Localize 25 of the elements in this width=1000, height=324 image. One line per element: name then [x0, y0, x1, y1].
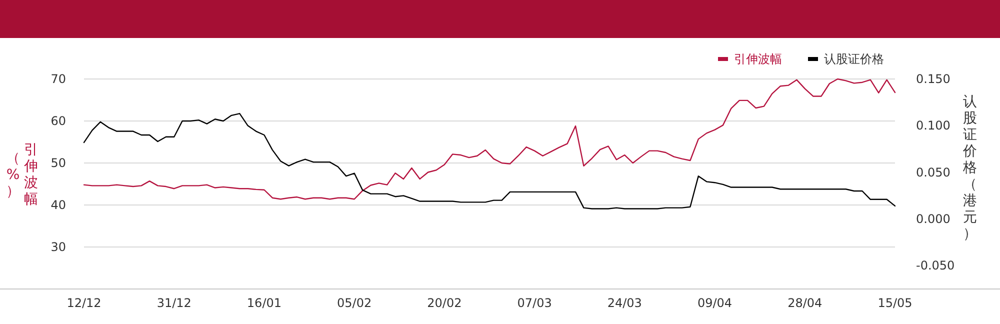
x-tick-label: 24/03	[607, 296, 642, 310]
y-tick-label: 30	[50, 240, 66, 254]
x-tick-label: 07/03	[517, 296, 552, 310]
y-tick-label: 40	[50, 198, 66, 212]
y-tick-label: 60	[50, 114, 66, 128]
x-tick-label: 31/12	[156, 296, 192, 310]
x-tick-label: 15/05	[878, 296, 912, 310]
x-tick-label: 09/04	[697, 296, 732, 310]
y2-tick-label: 0.150	[916, 72, 950, 86]
x-tick-label: 20/02	[427, 296, 462, 310]
x-tick-label: 12/12	[66, 296, 102, 310]
x-tick-label: 05/02	[337, 296, 372, 310]
text: 认股证价格（港元）	[963, 94, 977, 242]
y-tick-label: 70	[50, 72, 66, 86]
line-series	[83, 112, 896, 210]
y2-tick-label: 0.050	[916, 165, 950, 180]
y2-tick-label: 0.100	[916, 118, 950, 133]
y-tick-label: 50	[50, 156, 66, 170]
x-tick-label: 16/01	[246, 296, 282, 310]
legend-label: 引伸波幅	[734, 52, 782, 66]
x-tick-label: 28/04	[788, 296, 822, 310]
y2-tick-label: 0.000	[916, 212, 950, 226]
legend-label: 认股证价格	[824, 52, 884, 66]
y2-tick-label: -0.050	[916, 258, 955, 273]
line-series	[83, 78, 896, 200]
